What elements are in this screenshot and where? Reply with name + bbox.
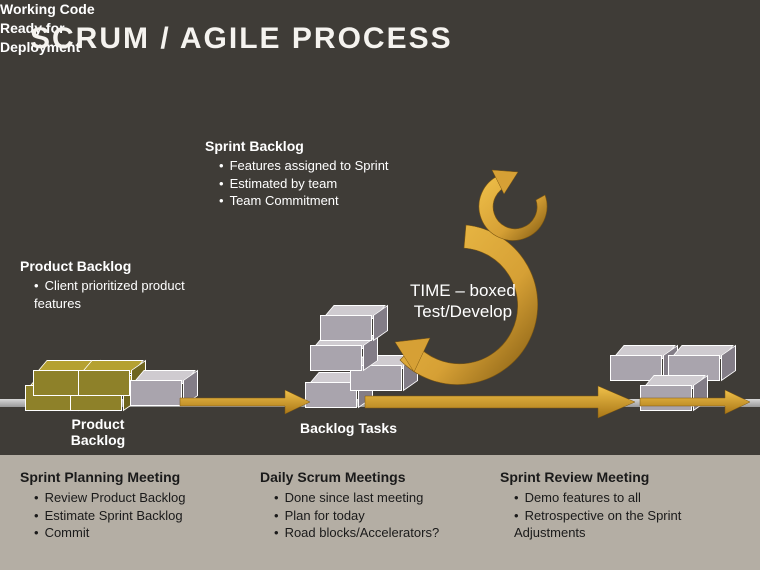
list-item: Commit xyxy=(34,524,244,542)
working-code-line: Working Code xyxy=(0,0,760,19)
footer-heading: Sprint Planning Meeting xyxy=(20,469,244,485)
footer-col-planning: Sprint Planning Meeting Review Product B… xyxy=(20,469,260,560)
list-item: Retrospective on the Sprint Adjustments xyxy=(514,507,724,542)
footer-heading: Sprint Review Meeting xyxy=(500,469,724,485)
cycle-label-line: Test/Develop xyxy=(410,301,516,322)
footer-col-review: Sprint Review Meeting Demo features to a… xyxy=(500,469,740,560)
cycle-label-line: TIME – boxed xyxy=(410,280,516,301)
list-item: Demo features to all xyxy=(514,489,724,507)
list-item: Plan for today xyxy=(274,507,484,525)
list-item: Road blocks/Accelerators? xyxy=(274,524,484,542)
footer-col-daily: Daily Scrum Meetings Done since last mee… xyxy=(260,469,500,560)
footer-list: Review Product Backlog Estimate Sprint B… xyxy=(20,489,244,542)
footer-heading: Daily Scrum Meetings xyxy=(260,469,484,485)
cycle-label: TIME – boxed Test/Develop xyxy=(410,280,516,323)
page-title: SCRUM / AGILE PROCESS xyxy=(30,22,453,56)
footer-list: Demo features to all Retrospective on th… xyxy=(500,489,724,542)
list-item: Done since last meeting xyxy=(274,489,484,507)
list-item: Review Product Backlog xyxy=(34,489,244,507)
footer-panel: Sprint Planning Meeting Review Product B… xyxy=(0,455,760,570)
flow-arrows-icon xyxy=(0,140,760,460)
list-item: Estimate Sprint Backlog xyxy=(34,507,244,525)
footer-list: Done since last meeting Plan for today R… xyxy=(260,489,484,542)
